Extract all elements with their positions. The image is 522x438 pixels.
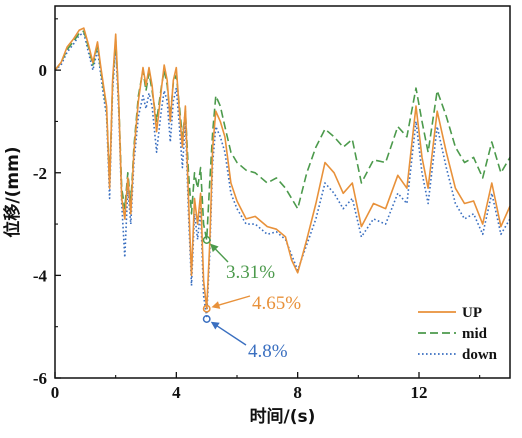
annotation-label: 3.31% (226, 262, 275, 283)
annotation-label: 4.65% (252, 293, 301, 314)
annotation-marker (202, 315, 211, 323)
x-tick-label: 4 (172, 383, 181, 402)
legend: UP mid down (418, 305, 498, 363)
y-tick-label: 0 (39, 61, 48, 80)
annotation-arrowhead (211, 301, 221, 309)
x-tick-label: 12 (411, 383, 428, 402)
axes-layer: 0 4 8 12 0 -2 -4 -6 (33, 5, 511, 402)
y-axis-title: 位移/(mm) (2, 146, 23, 237)
annotation-arrow (213, 247, 229, 263)
annotation-arrowhead (210, 243, 219, 253)
legend-label-down: down (462, 347, 498, 363)
series-line-UP (54, 27, 511, 310)
series-line-down (54, 32, 511, 318)
plot-frame (54, 5, 511, 379)
series-layer (54, 27, 511, 318)
y-tick-label: -4 (33, 266, 48, 285)
annotation-arrowhead (210, 321, 220, 330)
annotation-label: 4.8% (248, 341, 288, 362)
legend-label-mid: mid (462, 326, 488, 342)
annotation-marker (202, 236, 211, 244)
x-tick-label: 8 (293, 383, 302, 402)
annotation-marker (202, 304, 211, 313)
x-axis-title: 时间/(s) (250, 406, 316, 427)
annotation-arrow (215, 324, 247, 346)
y-tick-label: -2 (33, 164, 47, 183)
legend-label-UP: UP (462, 305, 482, 321)
y-tick-label: -6 (33, 369, 47, 388)
annotation-layer: 3.31% 4.65% 4.8% (202, 236, 301, 362)
x-tick-label: 0 (51, 383, 60, 402)
annotation-arrow (217, 295, 251, 307)
